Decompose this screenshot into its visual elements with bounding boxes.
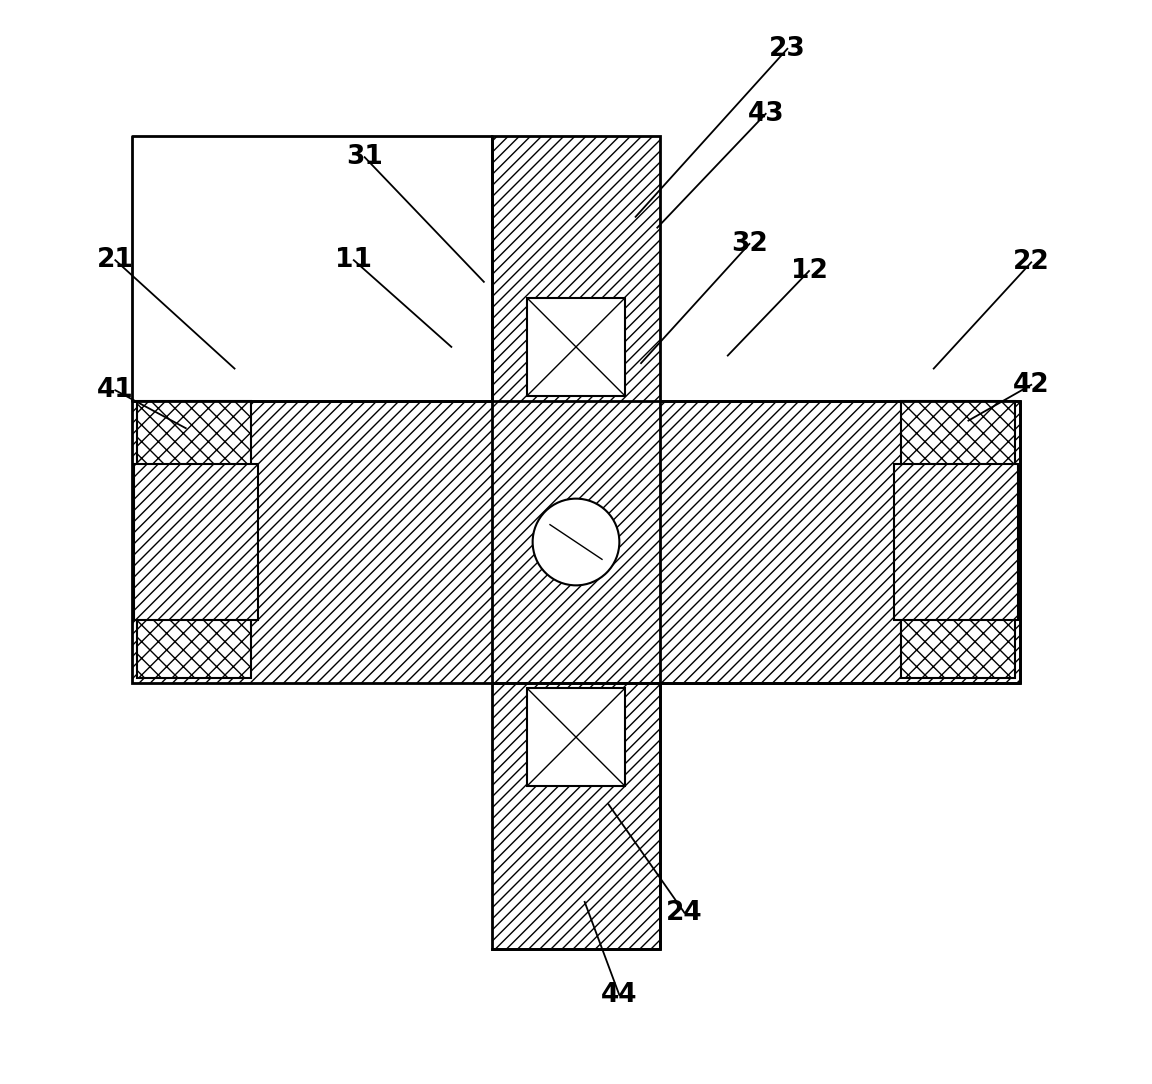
Text: 43: 43 <box>748 101 785 127</box>
Bar <box>134 464 258 620</box>
Bar <box>131 401 1021 683</box>
Text: 23: 23 <box>770 36 805 62</box>
Bar <box>528 688 624 786</box>
Bar <box>528 298 624 396</box>
Text: 11: 11 <box>335 247 372 273</box>
Bar <box>901 401 1015 537</box>
Text: 32: 32 <box>732 231 768 257</box>
Bar <box>137 401 251 537</box>
Text: 44: 44 <box>601 982 637 1008</box>
Circle shape <box>532 499 620 585</box>
Bar <box>901 542 1015 678</box>
Text: 31: 31 <box>347 144 384 170</box>
Text: 12: 12 <box>790 258 827 284</box>
Text: 42: 42 <box>1013 372 1049 398</box>
Text: 41: 41 <box>97 377 134 403</box>
Bar <box>137 542 251 678</box>
Bar <box>492 136 660 948</box>
Text: 24: 24 <box>666 900 703 926</box>
Bar <box>894 464 1018 620</box>
Text: 21: 21 <box>97 247 134 273</box>
Text: 22: 22 <box>1013 249 1049 275</box>
